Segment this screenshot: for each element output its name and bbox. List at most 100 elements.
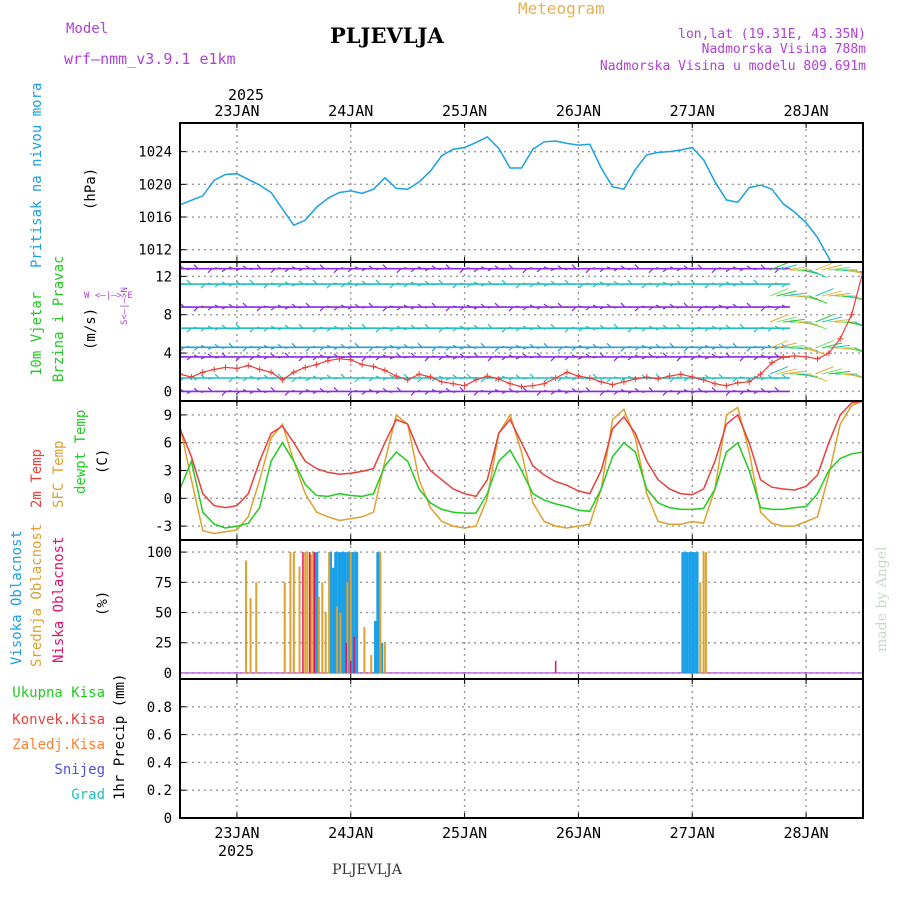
wind-barb	[697, 264, 703, 270]
wind-barb	[641, 305, 647, 308]
wind-barb	[571, 387, 577, 392]
wind-barb	[676, 323, 682, 329]
wind-barb	[277, 343, 283, 348]
wind-barb	[270, 346, 276, 350]
wind-barb	[193, 306, 199, 312]
wind-barb	[578, 283, 584, 289]
cloud-high-bar	[691, 552, 696, 673]
wind-barb	[417, 266, 423, 270]
wind-barb	[438, 345, 444, 348]
wind-barb	[690, 327, 696, 333]
wind-barb	[767, 356, 773, 360]
model-altitude: Nadmorska Visina u modelu 809.691m	[600, 59, 866, 74]
wind-barb	[662, 281, 668, 285]
wind-barb	[459, 346, 465, 350]
wind-barb	[221, 281, 227, 285]
wind-barb	[319, 306, 325, 312]
cloud-mid-bar	[309, 554, 312, 673]
temp-dewpt-line	[180, 441, 863, 529]
wind-barb	[473, 346, 479, 349]
wind-barb	[410, 281, 416, 285]
wind-barb	[508, 346, 514, 351]
wind-barb	[228, 377, 234, 383]
cloud-high-bar	[688, 552, 692, 673]
wind-barb-fan	[776, 342, 797, 349]
wind-barb	[781, 373, 787, 379]
wind-barb	[403, 267, 409, 270]
wind-barb	[270, 377, 276, 380]
wind-barb	[641, 344, 647, 348]
wind-barb	[326, 344, 332, 348]
wind-speed-point	[632, 375, 639, 382]
wind-barb-fan	[815, 314, 834, 323]
wind-barb-fan	[821, 342, 843, 349]
cloud-label-high: Visoka Oblacnost	[9, 530, 25, 665]
wind-barb	[333, 353, 339, 358]
wind-barb	[648, 282, 654, 285]
wind-barb	[466, 283, 472, 288]
wind-barb	[704, 305, 710, 308]
wind-barb	[347, 324, 353, 329]
cloud-high-bar	[341, 552, 345, 673]
wind-barb-fan	[782, 318, 805, 323]
wind-barb	[263, 305, 269, 308]
wind-barb	[368, 346, 374, 352]
wind-barb	[529, 267, 535, 270]
wind-barb	[767, 390, 773, 393]
wind-barb	[725, 346, 731, 349]
wind-barb	[683, 302, 689, 308]
wind-barb	[627, 375, 633, 379]
wind-barb	[312, 375, 318, 379]
wind-barb	[564, 279, 570, 285]
wind-barb	[585, 306, 591, 311]
date-label-bottom: 26JAN	[556, 824, 601, 842]
wind-barb	[774, 306, 780, 311]
wind-barb	[368, 388, 374, 392]
year-bottom: 2025	[218, 842, 254, 860]
wind-barb	[704, 344, 710, 348]
cloud-unit: (%)	[95, 591, 111, 616]
wind-barb-fan	[776, 264, 797, 271]
wind-barb	[606, 342, 612, 348]
wind-barb-fan	[828, 344, 851, 349]
wind-barb-fan	[815, 262, 834, 271]
wind-barb	[494, 302, 500, 308]
wind-speed-point	[268, 369, 275, 376]
wind-barb	[718, 373, 724, 379]
wind-barb	[291, 342, 297, 348]
wind-barb	[466, 304, 472, 308]
wind-barb	[298, 306, 304, 309]
wind-barb	[305, 265, 311, 270]
wind-barb	[487, 390, 493, 395]
wind-barb-fan	[782, 292, 805, 297]
wind-barb	[487, 356, 493, 362]
wind-barb	[571, 264, 577, 270]
wind-barb	[305, 302, 311, 308]
wind-speed-point	[313, 361, 320, 368]
wind-barb	[522, 325, 528, 329]
model-name: wrf–nmm_v3.9.1 e1km	[64, 50, 236, 68]
date-label-top: 23JAN	[214, 102, 259, 120]
wind-barb	[662, 346, 668, 349]
wind-barb	[459, 306, 465, 311]
wind-barb	[508, 326, 514, 329]
wind-barb	[312, 390, 318, 394]
wind-barb	[641, 283, 647, 289]
wind-barb	[494, 265, 500, 270]
precip-ytick-label: 0.8	[147, 700, 172, 716]
wind-barb	[774, 386, 780, 392]
wind-barb	[228, 283, 234, 287]
wind-barb	[543, 389, 549, 392]
pressure-unit: (hPa)	[83, 168, 99, 210]
wind-barb	[760, 346, 766, 351]
wind-barb	[424, 356, 430, 362]
wind-barb-fan	[815, 340, 834, 349]
wind-barb	[228, 327, 234, 330]
wind-barb	[606, 377, 612, 383]
wind-barb	[473, 306, 479, 310]
wind-barb	[508, 377, 514, 381]
wind-barb	[354, 327, 360, 330]
wind-barb	[298, 356, 304, 362]
temp-sfc-line	[180, 401, 863, 535]
wind-barb	[473, 324, 479, 329]
